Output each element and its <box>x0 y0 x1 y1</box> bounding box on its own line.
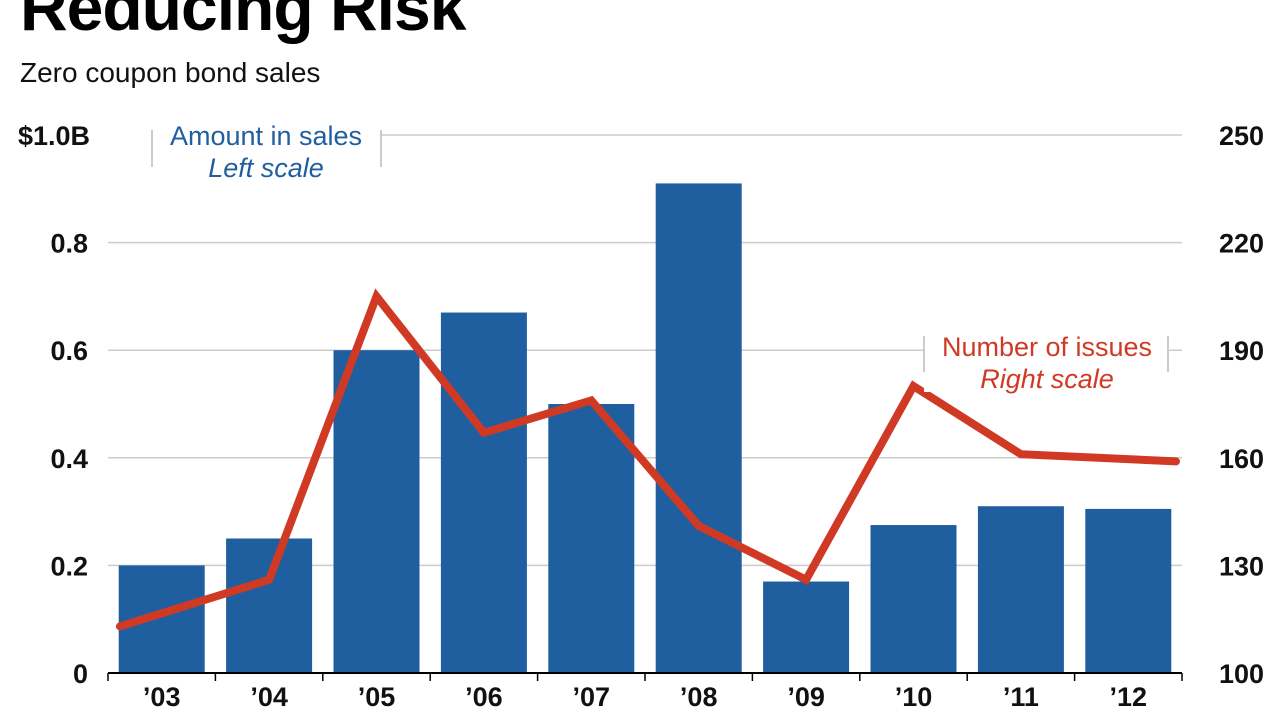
legend-issues-bg <box>924 330 1169 392</box>
x-tick-label: ’12 <box>1110 682 1148 712</box>
bar-3 <box>333 350 420 673</box>
x-tick-label: ’03 <box>143 682 181 712</box>
x-tick-label: ’06 <box>465 682 503 712</box>
bar-10 <box>1085 508 1172 673</box>
issues-point-3 <box>375 295 378 298</box>
tick-labels: 0 0.2 0.4 0.6 0.8 $1.0B 100 130 160 190 220 250 ’03 ’… <box>18 121 1264 712</box>
left-tick-label: $1.0B <box>18 121 90 151</box>
bar-7 <box>763 581 850 673</box>
left-tick-label: 0 <box>73 659 88 689</box>
right-tick-label: 220 <box>1219 229 1264 259</box>
right-tick-label: 250 <box>1219 121 1264 151</box>
bar-9 <box>977 506 1064 673</box>
x-tick-label: ’05 <box>358 682 396 712</box>
left-tick-label: 0.8 <box>50 229 88 259</box>
x-tick-label: ’07 <box>573 682 611 712</box>
legends: Amount in sales Left scale Number of iss… <box>151 121 1169 394</box>
issues-point-4 <box>482 431 485 434</box>
issues-point-9 <box>1019 453 1022 456</box>
legend-number-of-issues: Number of issues Right scale <box>923 330 1169 394</box>
left-tick-label: 0.6 <box>50 336 88 366</box>
legend-amount-bg <box>152 125 381 185</box>
issues-point-7 <box>805 578 808 581</box>
right-tick-label: 160 <box>1219 444 1264 474</box>
legend-issues-scale: Right scale <box>980 364 1114 394</box>
issues-point-2 <box>268 578 271 581</box>
x-tick-label: ’08 <box>680 682 718 712</box>
left-tick-label: 0.2 <box>50 551 88 581</box>
bar-5 <box>548 404 635 673</box>
x-tick-label: ’09 <box>787 682 825 712</box>
issues-point-6 <box>697 524 700 527</box>
bar-series <box>118 183 1172 674</box>
left-tick-label: 0.4 <box>50 444 88 474</box>
issues-point-10 <box>1175 460 1177 463</box>
right-tick-label: 130 <box>1219 551 1264 581</box>
legend-issues-label: Number of issues <box>942 332 1152 362</box>
x-tick-label: ’10 <box>895 682 933 712</box>
right-tick-label: 100 <box>1219 659 1264 689</box>
issues-line <box>116 288 1180 631</box>
bar-4 <box>440 312 527 673</box>
issues-point-5 <box>590 399 593 402</box>
legend-amount-in-sales: Amount in sales Left scale <box>151 121 382 185</box>
bar-2 <box>226 538 313 673</box>
bar-6 <box>655 183 742 674</box>
bar-8 <box>870 525 957 673</box>
right-tick-label: 190 <box>1219 336 1264 366</box>
line-series <box>116 288 1180 631</box>
x-tick-label: ’04 <box>250 682 288 712</box>
chart-title: Reducing Risk <box>20 0 466 44</box>
chart-subtitle: Zero coupon bond sales <box>20 57 321 88</box>
legend-amount-scale: Left scale <box>208 153 324 183</box>
axes <box>107 672 1183 681</box>
legend-amount-label: Amount in sales <box>170 121 362 151</box>
issues-point-8 <box>912 385 915 388</box>
x-tick-label: ’11 <box>1003 682 1039 712</box>
issues-point-1 <box>119 625 121 628</box>
